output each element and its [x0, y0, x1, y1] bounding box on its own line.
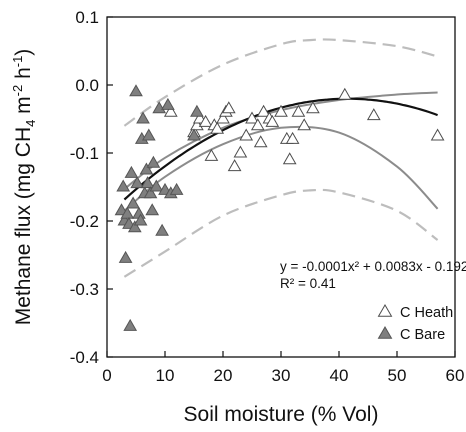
y-tick-label: -0.4	[70, 348, 99, 367]
y-axis-label-part: m	[12, 96, 35, 119]
point-c-bare	[127, 220, 142, 233]
y-tick-label: 0.1	[75, 8, 99, 27]
x-axis-ticks: 0 10 20 30 40 50 60	[102, 351, 464, 385]
x-tick-label: 10	[156, 366, 175, 385]
point-c-bare	[187, 128, 201, 141]
point-c-heath	[227, 159, 242, 172]
point-c-heath	[285, 131, 300, 144]
legend-marker-bare-shape	[377, 325, 393, 339]
point-c-bare	[124, 165, 139, 178]
y-tick-label: 0.0	[75, 76, 99, 95]
point-c-bare	[149, 179, 164, 192]
y-axis-label-part: h	[12, 67, 35, 85]
point-c-heath	[190, 118, 204, 131]
y-axis-label-superscript: -1	[10, 56, 25, 68]
point-c-heath	[216, 111, 230, 124]
y-tick-label: -0.1	[70, 144, 99, 163]
legend-marker-heath-shape	[377, 303, 393, 317]
y-axis-label: Methane flux (mg CH4 m-2 h-1)	[10, 49, 38, 326]
point-c-bare	[145, 203, 160, 216]
regression-equation: y = -0.0001x² + 0.0083x - 0.1924	[280, 259, 466, 274]
point-c-bare	[136, 111, 150, 124]
x-axis-label: Soil moisture (% Vol)	[184, 403, 379, 426]
r-squared-label: R² = 0.41	[280, 276, 336, 291]
point-c-bare	[129, 84, 143, 97]
x-tick-label: 20	[214, 366, 233, 385]
prediction-band-upper	[123, 38, 438, 127]
legend-label-heath: C Heath	[400, 305, 453, 321]
point-c-heath	[245, 111, 259, 124]
x-tick-label: 30	[272, 366, 291, 385]
x-tick-label: 40	[330, 366, 349, 385]
point-c-heath	[198, 114, 213, 127]
x-tick-label: 60	[446, 366, 465, 385]
point-c-bare	[123, 318, 138, 331]
point-c-heath	[239, 128, 254, 141]
point-c-bare	[146, 155, 161, 168]
y-axis-ticks: 0.1 0.0 -0.1 -0.2 -0.3 -0.4	[70, 8, 113, 367]
point-c-bare	[152, 101, 167, 114]
point-c-heath	[366, 108, 381, 121]
legend: C Heath C Bare	[377, 303, 453, 343]
point-c-bare	[118, 250, 133, 263]
point-c-heath	[274, 104, 288, 117]
point-c-bare	[116, 179, 131, 192]
point-c-heath	[265, 114, 280, 127]
point-c-heath	[430, 128, 445, 141]
y-tick-label: -0.3	[70, 280, 99, 299]
point-c-bare	[143, 186, 158, 199]
point-c-heath	[250, 118, 265, 131]
point-c-heath	[163, 104, 178, 117]
data-points	[114, 84, 445, 331]
point-c-bare	[120, 206, 135, 219]
point-c-heath	[253, 135, 268, 148]
point-c-bare	[190, 104, 204, 117]
legend-marker-bare	[377, 325, 393, 339]
point-c-heath	[291, 104, 306, 117]
legend-marker-heath	[377, 303, 393, 317]
point-c-heath	[256, 104, 271, 117]
band-lines	[123, 38, 439, 278]
point-c-bare	[133, 213, 148, 226]
point-c-heath	[337, 87, 352, 100]
y-tick-label: -0.2	[70, 212, 99, 231]
legend-label-bare: C Bare	[400, 327, 445, 343]
point-c-heath	[282, 152, 297, 165]
y-axis-label-superscript: -2	[10, 85, 25, 97]
y-axis-label-part: Methane flux (mg CH	[12, 127, 35, 325]
point-c-bare	[155, 223, 169, 236]
point-c-heath	[233, 145, 248, 158]
prediction-band-lower	[123, 188, 439, 278]
point-c-bare	[139, 162, 154, 175]
point-c-bare	[126, 196, 140, 209]
point-c-bare	[141, 128, 156, 141]
point-c-heath	[297, 118, 312, 131]
x-tick-label: 0	[102, 366, 111, 385]
point-c-heath	[210, 121, 225, 134]
y-axis-label-subscript: 4	[23, 120, 38, 127]
point-c-heath	[204, 148, 219, 161]
point-c-heath	[221, 101, 236, 114]
point-c-bare	[169, 182, 184, 195]
x-tick-label: 50	[388, 366, 407, 385]
y-axis-label-part: )	[12, 49, 35, 56]
point-c-heath	[306, 101, 320, 114]
point-c-bare	[161, 97, 175, 110]
point-c-bare	[140, 176, 155, 189]
point-c-bare	[130, 176, 145, 189]
confidence-band-lower	[123, 125, 439, 212]
